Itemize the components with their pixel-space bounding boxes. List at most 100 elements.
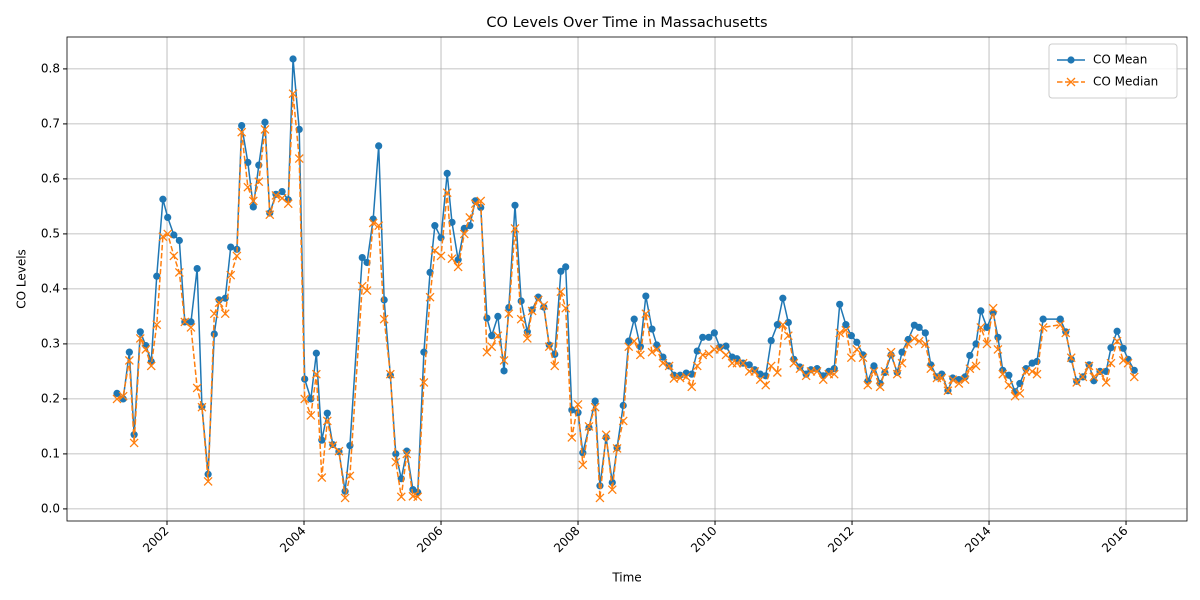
data-point: [193, 264, 201, 273]
data-point: [374, 221, 384, 231]
data-point: [562, 263, 570, 271]
plot-frame: [66, 36, 1188, 522]
data-point: [500, 367, 508, 375]
data-point: [265, 210, 275, 220]
data-point: [135, 333, 145, 343]
data-point: [1084, 361, 1094, 371]
data-point: [163, 229, 173, 239]
data-point: [699, 333, 707, 341]
data-point: [591, 397, 599, 405]
x-tick-label: 2014: [962, 524, 993, 555]
data-point: [869, 366, 879, 376]
data-point: [870, 362, 878, 370]
data-point: [323, 409, 331, 417]
data-point: [914, 336, 924, 346]
data-point: [494, 312, 502, 320]
data-point: [625, 337, 633, 345]
data-point: [386, 371, 394, 379]
data-point: [379, 314, 389, 324]
data-point: [636, 343, 644, 351]
data-point: [584, 421, 594, 431]
data-point: [136, 328, 144, 336]
data-point: [124, 355, 134, 365]
data-point: [288, 89, 298, 99]
data-point: [693, 347, 701, 355]
data-point: [960, 375, 970, 385]
data-point: [322, 416, 332, 426]
data-point: [227, 243, 235, 251]
data-point: [595, 493, 605, 503]
data-point: [539, 300, 549, 310]
data-point: [169, 251, 179, 261]
data-point: [158, 232, 168, 242]
x-tick-label: 2004: [277, 524, 308, 555]
data-point: [898, 348, 906, 356]
data-point: [612, 443, 622, 453]
data-point: [938, 370, 946, 378]
data-point: [118, 391, 128, 401]
data-point: [260, 124, 270, 134]
data-point: [835, 328, 845, 338]
y-tick-label: 0.1: [41, 446, 60, 460]
data-point: [921, 329, 929, 337]
data-point: [1004, 380, 1014, 390]
data-point: [619, 401, 627, 410]
data-point: [112, 394, 122, 404]
y-tick-label: 0.8: [41, 61, 60, 75]
data-point: [436, 251, 446, 261]
data-point: [425, 292, 435, 302]
data-point: [1113, 327, 1121, 335]
data-point: [504, 309, 514, 319]
data-point: [812, 366, 822, 376]
data-point: [243, 182, 253, 192]
data-point: [738, 358, 748, 368]
x-tick-label: 2012: [825, 524, 856, 555]
data-point: [721, 350, 731, 360]
data-point: [1107, 344, 1115, 352]
data-point: [1118, 355, 1128, 365]
data-point: [965, 364, 975, 374]
data-point: [750, 366, 760, 376]
data-point: [368, 218, 378, 228]
data-point: [977, 307, 985, 315]
data-point: [391, 457, 401, 467]
data-point: [1090, 377, 1098, 385]
data-point: [567, 432, 577, 442]
data-point: [897, 358, 907, 368]
data-point: [642, 292, 650, 300]
data-point: [419, 377, 429, 387]
data-point: [853, 338, 861, 346]
chart-title: CO Levels Over Time in Massachusetts: [486, 15, 767, 31]
y-tick-label: 0.7: [41, 116, 60, 130]
data-point: [1039, 315, 1047, 323]
data-point: [692, 361, 702, 371]
data-point: [477, 203, 485, 212]
data-point: [483, 314, 491, 322]
data-point: [949, 374, 957, 382]
data-point: [511, 201, 519, 209]
data-point: [153, 272, 161, 280]
data-point: [982, 339, 992, 349]
data-point: [795, 364, 805, 374]
y-tick-label: 0.4: [41, 281, 60, 295]
data-point: [998, 369, 1008, 379]
data-point: [362, 286, 372, 296]
data-point: [556, 287, 566, 297]
data-point: [340, 493, 350, 503]
data-point: [261, 118, 269, 126]
data-point: [688, 370, 696, 378]
data-point: [283, 199, 293, 209]
data-point: [170, 231, 178, 239]
data-point: [1130, 366, 1138, 374]
data-point: [220, 309, 230, 319]
data-point: [585, 423, 593, 432]
data-point: [516, 314, 526, 324]
data-point: [254, 177, 264, 187]
data-point: [306, 410, 316, 420]
data-point: [358, 253, 366, 262]
data-point: [249, 203, 257, 211]
data-point: [476, 196, 486, 206]
legend-label: CO Mean: [1093, 53, 1147, 67]
data-point: [590, 402, 600, 412]
data-point: [294, 154, 304, 164]
